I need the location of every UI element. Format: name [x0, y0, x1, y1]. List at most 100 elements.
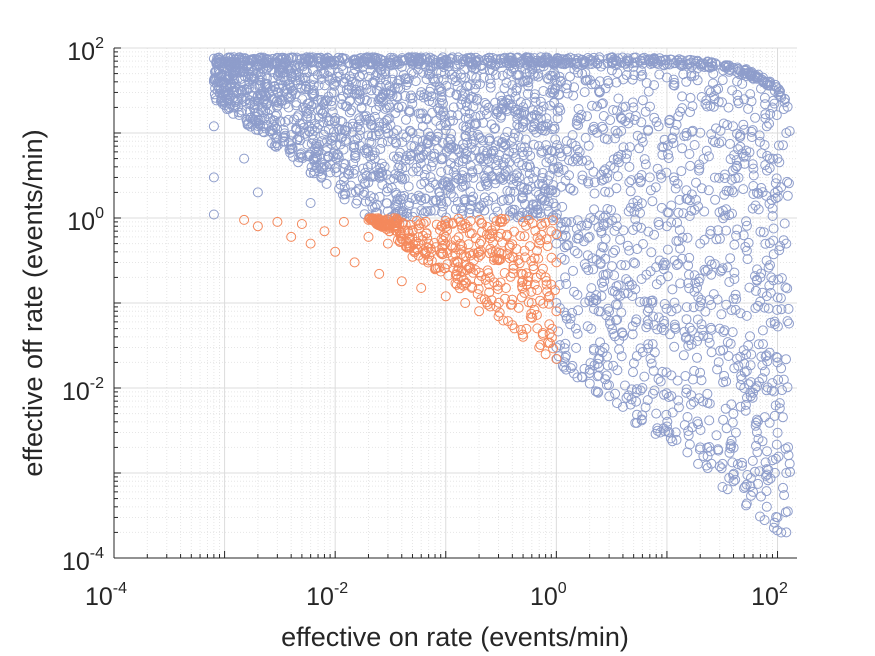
series-1-point	[479, 192, 490, 203]
series-1-point	[656, 172, 667, 183]
series-1-point	[400, 162, 411, 173]
series-1-point	[363, 146, 374, 157]
series-2-point	[535, 340, 546, 350]
series-1-point	[296, 83, 307, 94]
series-1-point	[354, 56, 365, 67]
series-1-point	[640, 106, 651, 117]
series-1-point	[627, 321, 638, 332]
series-1-point	[501, 171, 511, 182]
series-1-point	[381, 115, 392, 126]
series-1-point	[381, 198, 392, 209]
series-1-point	[318, 162, 329, 172]
series-1-point	[626, 279, 637, 290]
series-1-point	[755, 272, 766, 283]
series-1-point	[672, 375, 683, 386]
series-1-point	[580, 75, 591, 86]
series-1-point	[761, 255, 772, 266]
series-2-point	[474, 246, 485, 257]
series-1-point	[498, 53, 509, 64]
series-1-point	[407, 166, 418, 177]
series-1-point	[673, 207, 684, 218]
series-1-point	[385, 57, 396, 68]
series-2-point	[529, 253, 540, 264]
series-1-point	[671, 434, 682, 445]
series-1-point	[780, 443, 791, 454]
series-1-point	[567, 307, 578, 318]
series-1-point	[542, 145, 553, 156]
series-1-point	[536, 106, 547, 117]
series-2-point	[518, 331, 529, 342]
series-1-point	[374, 94, 385, 105]
series-1-point	[714, 461, 725, 472]
series-1-point	[784, 318, 794, 329]
series-2-point	[477, 218, 488, 229]
series-1-point	[495, 91, 506, 102]
series-1-point	[645, 54, 655, 65]
series-2-point	[544, 328, 555, 339]
series-1-point	[498, 142, 509, 153]
series-1-point	[598, 221, 609, 232]
series-1-point	[426, 161, 437, 172]
series-1-point	[652, 425, 663, 436]
series-2-point	[482, 299, 493, 310]
series-1-point	[412, 134, 423, 145]
series-1-point	[662, 416, 673, 427]
series-1-point	[754, 130, 765, 141]
series-1-point	[459, 64, 470, 75]
series-1-point	[706, 57, 717, 68]
series-1-point	[508, 173, 519, 184]
series-2-point	[533, 253, 544, 264]
y-tick-label: 10-2	[62, 375, 104, 406]
series-2-point	[373, 218, 384, 229]
series-1-point	[669, 255, 680, 266]
series-1-point	[595, 86, 605, 97]
series-1-point	[753, 339, 764, 350]
series-1-point	[491, 104, 502, 115]
series-1-point	[330, 132, 341, 143]
series-1-point	[721, 376, 732, 387]
series-1-point	[347, 121, 358, 132]
series-1-point	[733, 172, 744, 183]
series-1-point	[691, 194, 701, 205]
series-1-point	[671, 303, 682, 314]
series-1-point	[759, 92, 770, 103]
series-1-point	[336, 124, 347, 135]
series-1-point	[344, 107, 355, 118]
series-2-point	[507, 320, 518, 331]
series-2-point	[532, 285, 543, 295]
x-axis-ticks: 10-4 10-2 100 102	[85, 551, 788, 611]
series-1-point	[717, 75, 728, 86]
series-1-point	[741, 366, 752, 376]
series-1-point	[662, 244, 673, 255]
series-1-point	[577, 170, 588, 181]
series-1-point	[778, 140, 788, 151]
series-1-point	[715, 125, 726, 136]
series-2-point	[449, 257, 460, 268]
series-1-point	[760, 160, 771, 171]
series-1-point	[514, 172, 525, 183]
series-1-point	[671, 260, 682, 271]
series-1-point	[709, 259, 720, 270]
series-1-point	[528, 173, 539, 184]
series-2-point	[429, 238, 440, 248]
series-1-point	[272, 102, 282, 112]
series-1-point	[666, 370, 677, 381]
series-1-point	[757, 325, 768, 336]
series-2-point	[430, 264, 440, 275]
series-1-point	[483, 195, 494, 206]
series-1-point	[434, 187, 445, 198]
series-1-point	[330, 113, 341, 123]
series-1-point	[277, 95, 288, 106]
series-1-point	[555, 76, 566, 87]
series-1-point	[395, 147, 405, 158]
series-1-point	[399, 54, 410, 65]
series-1-point	[598, 124, 609, 134]
series-1-point	[763, 80, 774, 91]
series-1-point	[362, 52, 373, 63]
series-1-point	[308, 74, 319, 85]
series-1-point	[727, 185, 737, 196]
series-1-point	[446, 188, 456, 199]
series-1-point	[437, 152, 448, 163]
series-1-point	[406, 141, 417, 151]
series-1-point	[664, 115, 675, 126]
